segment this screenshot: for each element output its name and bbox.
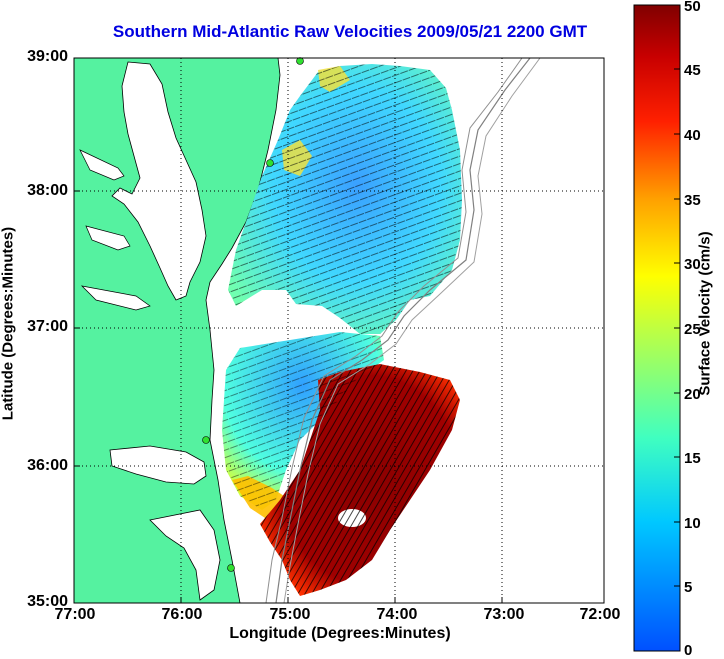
radar-site-marker <box>296 57 304 65</box>
radar-site-marker <box>202 436 210 444</box>
lat-tick-3: 37:00 <box>27 318 68 335</box>
colorbar-tick-15: 15 <box>684 450 701 467</box>
velocity-vectors-north <box>228 64 462 334</box>
velocity-vectors-fast <box>260 364 460 596</box>
colorbar-tick-25: 25 <box>684 321 701 338</box>
x-axis-label: Longitude (Degrees:Minutes) <box>229 625 451 642</box>
bathymetry-contour-2 <box>265 58 523 603</box>
grid <box>74 58 604 603</box>
lon-tick-3: 75:00 <box>269 606 311 623</box>
lon-tick-5: 73:00 <box>483 606 525 623</box>
colorbar-tick-45: 45 <box>684 62 701 79</box>
lon-tick-4: 74:00 <box>376 606 418 623</box>
lat-tick-5: 35:00 <box>27 593 68 610</box>
colorbar-tick-35: 35 <box>684 192 701 209</box>
radar-site-marker <box>227 564 235 572</box>
colorbar <box>633 4 681 652</box>
map-title: Southern Mid-Atlantic Raw Velocities 200… <box>112 22 588 41</box>
plot-frame <box>73 57 605 604</box>
lon-tick-2: 76:00 <box>161 606 203 623</box>
colorbar-tick-20: 20 <box>684 386 701 403</box>
colorbar-tick-40: 40 <box>684 127 701 144</box>
lat-tick-4: 36:00 <box>27 457 68 474</box>
colorbar-tick-30: 30 <box>684 256 701 273</box>
albemarle-sound <box>109 445 221 601</box>
colorbar-tick-10: 10 <box>684 515 701 532</box>
radar-site-marker <box>266 159 274 167</box>
colorbar-tick-0: 0 <box>684 642 693 659</box>
chesapeake-bay <box>111 61 207 301</box>
lat-tick-2: 38:00 <box>27 182 68 199</box>
lon-tick-6: 72:00 <box>579 606 621 623</box>
axis-ticks <box>74 190 503 603</box>
lat-tick-1: 39:00 <box>27 48 68 65</box>
bathymetry-contour-3 <box>283 58 541 603</box>
colorbar-tick-5: 5 <box>684 579 693 596</box>
colorbar-tick-50: 50 <box>684 0 701 15</box>
lon-tick-1: 77:00 <box>54 606 96 623</box>
colorbar-ticks <box>674 68 680 587</box>
river-inlet <box>79 149 151 311</box>
bathymetry-contour-1 <box>275 58 531 603</box>
